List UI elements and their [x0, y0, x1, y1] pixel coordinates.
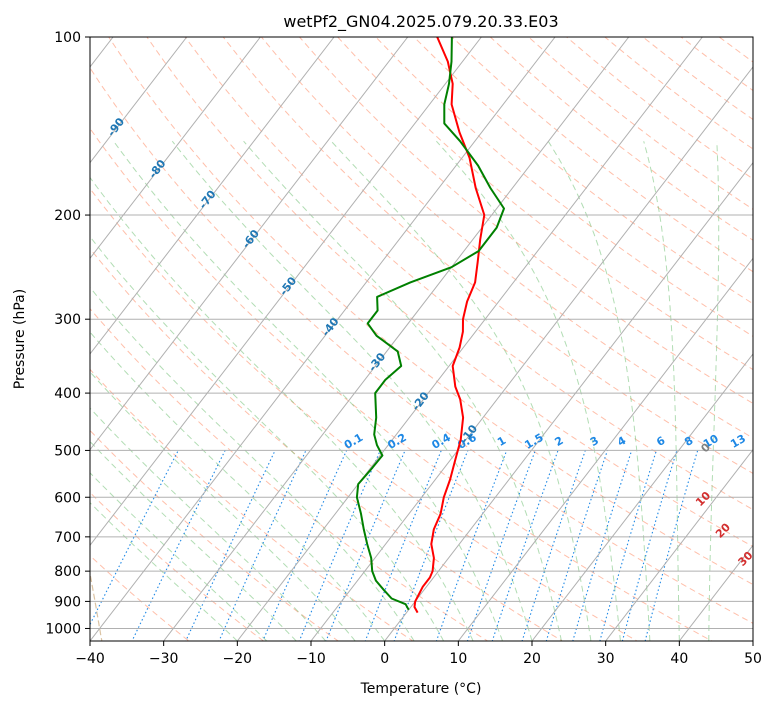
x-tick-label: 50	[744, 651, 762, 667]
x-tick-label: 0	[380, 651, 389, 667]
y-axis-label: Pressure (hPa)	[12, 289, 28, 389]
x-tick-label: −40	[75, 651, 105, 667]
dry-adiabat-line	[90, 368, 414, 641]
isotherm-line	[384, 161, 753, 641]
mixing-ratio-label: 16	[750, 432, 770, 451]
isotherm-line	[90, 37, 409, 451]
temperature-line	[413, 37, 486, 614]
y-tick-label: 300	[54, 312, 81, 328]
axes: −40 −30 −20 −10 0 10 20 30 40 50 1000 900 800 700 600 5…	[45, 30, 762, 667]
isotherm-line	[457, 257, 753, 641]
x-tick-label: 20	[523, 651, 541, 667]
isotherm-line	[90, 37, 335, 355]
dry-adiabat-line	[337, 37, 753, 371]
isotherm-line	[310, 66, 753, 641]
dry-adiabat-line	[90, 491, 265, 641]
x-tick-label: 10	[449, 651, 467, 667]
dry-adiabat-line	[90, 187, 639, 641]
y-tick-label: 800	[54, 564, 81, 580]
plot-frame	[89, 36, 754, 642]
profile-lines	[355, 37, 505, 614]
y-tick-label: 600	[54, 490, 81, 506]
dry-adiabat-line	[90, 307, 489, 641]
isotherm-line	[163, 37, 630, 641]
chart-title: wetPf2_GN04.2025.079.20.33.E03	[283, 12, 558, 32]
y-tick-label: 400	[54, 386, 81, 402]
x-tick-label: −30	[149, 651, 179, 667]
dry-adiabat-line	[108, 37, 753, 586]
isotherm-line	[90, 37, 188, 164]
dry-adiabat-line	[413, 37, 753, 305]
y-tick-label: 100	[54, 30, 81, 46]
isotherm-line	[605, 448, 753, 641]
grid-lines	[90, 37, 753, 641]
dry-adiabat-line	[90, 127, 713, 641]
isotherm-line	[236, 37, 703, 641]
y-tick-label: 500	[54, 443, 81, 459]
isotherm-line	[531, 353, 753, 641]
x-tick-label: −20	[223, 651, 253, 667]
dry-adiabat-line	[90, 247, 564, 641]
y-tick-label: 200	[54, 208, 81, 224]
dry-adiabat-line	[298, 37, 753, 405]
x-tick-label: −10	[296, 651, 326, 667]
x-axis-label: Temperature (°C)	[360, 681, 482, 697]
y-tick-label: 700	[54, 530, 81, 546]
x-tick-label: 40	[670, 651, 688, 667]
dewpoint-line	[355, 37, 505, 611]
dry-adiabat-line	[90, 67, 753, 624]
isotherm-line	[90, 37, 482, 547]
x-tick-label: 30	[597, 651, 615, 667]
dry-adiabat-line	[90, 429, 340, 641]
y-tick-label: 900	[54, 594, 81, 610]
isotherm-line	[90, 37, 556, 641]
y-tick-label: 1000	[45, 621, 81, 637]
isotherm-line	[90, 37, 261, 260]
